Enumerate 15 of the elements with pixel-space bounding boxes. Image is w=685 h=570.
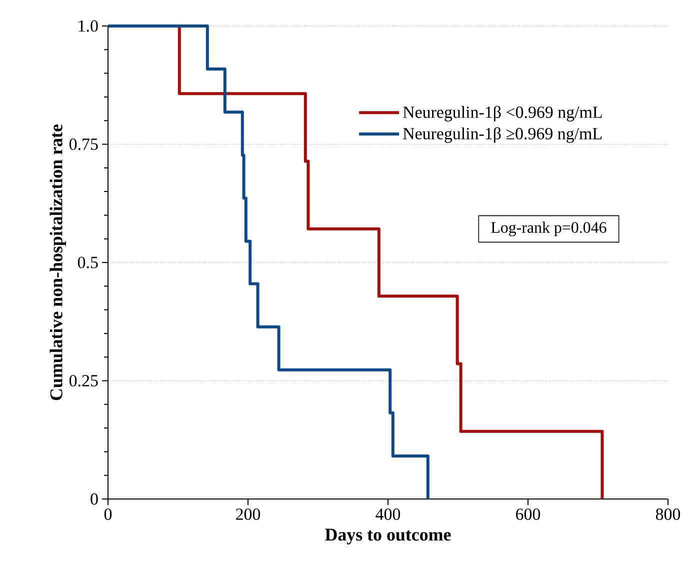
y-tick-label: 0 bbox=[90, 493, 98, 505]
legend-label: Neuregulin-1β <0.969 ng/mL bbox=[403, 106, 602, 122]
x-tick-label: 800 bbox=[656, 508, 680, 520]
y-tick-label: 0.75 bbox=[69, 138, 98, 150]
x-axis-title: Days to outcome bbox=[325, 528, 451, 544]
y-axis-title: Cumulative non-hospitalization rate bbox=[50, 124, 66, 400]
y-tick-label: 1.0 bbox=[78, 20, 98, 32]
legend-label: Neuregulin-1β ≥0.969 ng/mL bbox=[403, 127, 602, 143]
x-tick-label: 400 bbox=[376, 508, 400, 520]
x-tick-label: 200 bbox=[236, 508, 260, 520]
y-tick-label: 0.25 bbox=[69, 374, 98, 386]
x-tick-label: 600 bbox=[516, 508, 540, 520]
annotation: Log-rank p=0.046 bbox=[491, 222, 606, 236]
y-tick-label: 0.5 bbox=[78, 256, 98, 268]
x-tick-label: 0 bbox=[104, 508, 112, 520]
